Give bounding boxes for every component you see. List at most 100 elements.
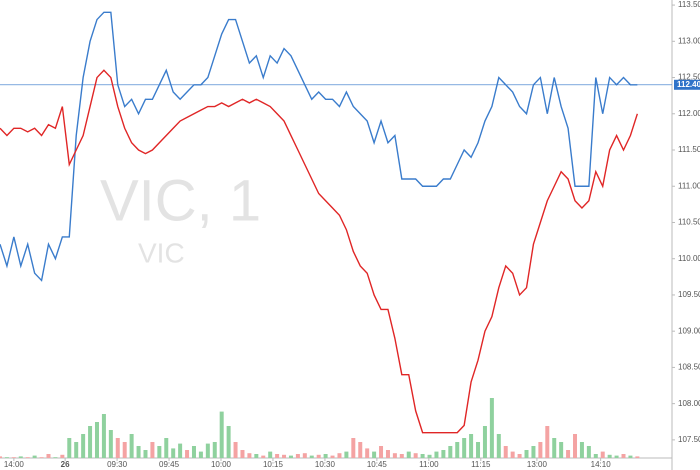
x-tick-label: 10:00 [211,460,232,469]
volume-bar [178,443,183,458]
volume-bar [185,450,190,458]
volume-bar [295,454,300,458]
volume-bar [579,442,584,458]
volume-bar [365,448,370,458]
volume-bar [288,455,293,458]
volume-bar [399,454,404,458]
volume-bar [476,442,481,458]
y-tick-label: 112.00 [678,109,700,118]
y-tick-label: 107.50 [678,435,700,444]
y-tick-label: 110.00 [678,254,700,263]
volume-bar [503,446,508,458]
volume-bar [406,451,411,458]
volume-bar [593,454,598,458]
volume-bar [164,438,169,458]
volume-bar [136,446,141,458]
volume-bar [275,454,280,458]
volume-bar [143,450,148,458]
volume-bar [212,442,217,458]
volume-bar [309,455,314,458]
volume-bar [282,454,287,458]
last-price-label: 112.40 [677,80,700,89]
volume-bar [385,450,390,458]
volume-bar [330,455,335,458]
volume-bar [566,450,571,458]
y-tick-label: 108.50 [678,363,700,372]
volume-bar [469,434,474,458]
volume-bar [379,446,384,458]
volume-bar [573,434,578,458]
volume-bar [261,455,266,458]
price-line [0,69,639,434]
volume-bar [233,442,238,458]
volume-bar [496,434,501,458]
volume-bar [4,457,9,458]
volume-bar [427,454,432,458]
volume-bar [351,438,356,458]
volume-bar [94,422,99,458]
volume-bar [448,446,453,458]
volume-bar [254,454,259,458]
volume-bar [81,434,86,458]
x-tick-label: 10:45 [367,460,388,469]
volume-bar [462,438,467,458]
volume-bar [53,457,58,458]
volume-bar [67,438,72,458]
volume-bar [226,426,231,458]
x-tick-label: 14:00 [4,460,25,469]
volume-bar [531,446,536,458]
volume-bar [240,450,245,458]
volume-bar [635,456,640,458]
volume-bar [482,426,487,458]
y-tick-label: 113.00 [678,36,700,45]
y-tick-label: 109.50 [678,290,700,299]
x-tick-label: 14:10 [591,460,612,469]
volume-bar [74,442,79,458]
x-tick-label: 09:30 [107,460,128,469]
volume-bar [11,457,16,458]
x-tick-label: 10:15 [263,460,284,469]
volume-bar [150,442,155,458]
volume-bar [517,454,522,458]
volume-bar [628,455,633,458]
y-tick-label: 108.00 [678,399,700,408]
volume-bar [434,451,439,458]
volume-bar [392,453,397,458]
x-tick-label: 26 [61,460,70,469]
volume-bar [268,451,273,458]
price-line [0,11,638,282]
volume-bar [108,430,113,458]
volume-bar [413,453,418,458]
y-tick-label: 110.50 [678,218,700,227]
volume-bar [538,442,543,458]
volume-bar [157,446,162,458]
volume-bar [337,453,342,458]
volume-bar [32,455,37,458]
volume-bar [420,454,425,458]
volume-bar [455,442,460,458]
volume-bar [621,454,626,458]
x-tick-label: 11:15 [471,460,491,469]
volume-bar [316,454,321,458]
volume-bar [323,454,328,458]
volume-bar [46,454,51,458]
volume-bar [302,453,307,458]
watermark-sub: VIC [138,237,185,268]
y-tick-label: 111.50 [678,145,700,154]
volume-bar [25,457,30,458]
x-tick-label: 10:30 [315,460,336,469]
x-tick-label: 11:00 [419,460,439,469]
volume-bar [101,414,106,458]
volume-bar [559,442,564,458]
x-tick-label: 13:00 [527,460,548,469]
volume-bar [358,442,363,458]
volume-bar [586,446,591,458]
volume-bar [524,450,529,458]
volume-bar [372,451,377,458]
volume-bar [39,457,44,458]
last-price-box [674,79,700,90]
volume-bar [489,398,494,458]
volume-bar [60,454,65,458]
watermark: VIC, 1 [100,168,261,233]
